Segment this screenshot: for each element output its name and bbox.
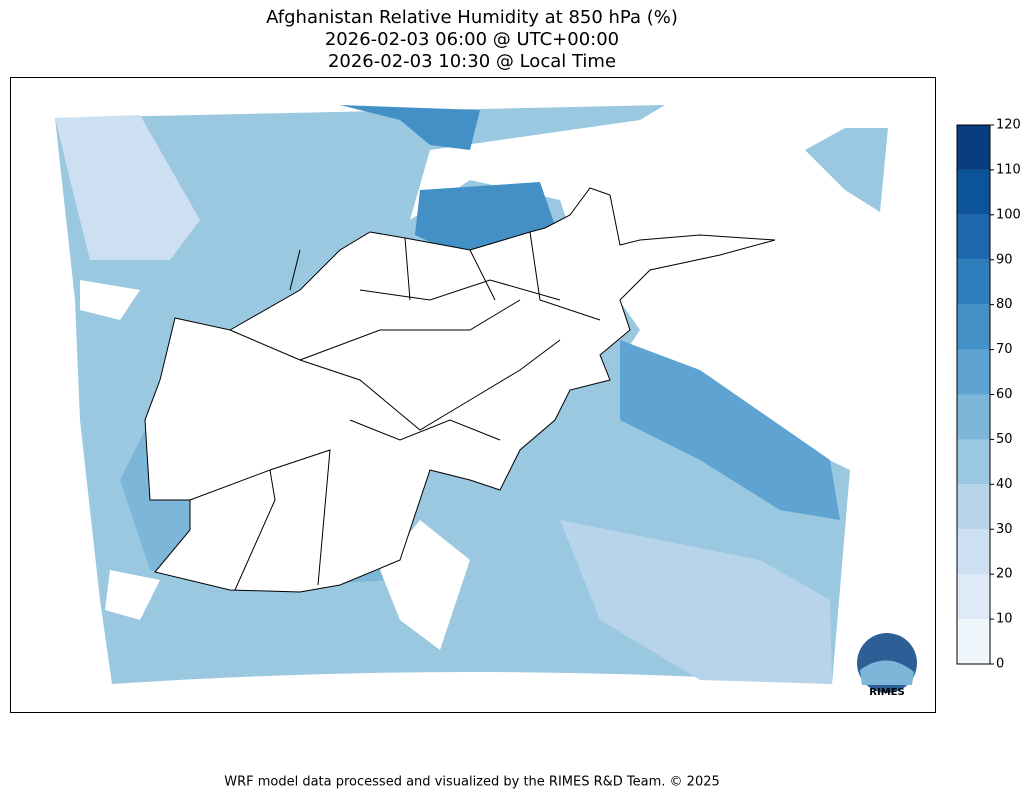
colorbar-segment bbox=[957, 394, 990, 440]
colorbar-segment bbox=[957, 304, 990, 350]
colorbar-tick-label: 120 bbox=[996, 118, 1021, 133]
colorbar-tick-label: 60 bbox=[996, 387, 1013, 402]
colorbar-segment bbox=[957, 484, 990, 530]
colorbar-segment bbox=[957, 439, 990, 485]
colorbar-tick-label: 80 bbox=[996, 297, 1013, 312]
humidity-field bbox=[620, 340, 840, 520]
colorbar-segment bbox=[957, 574, 990, 620]
logo-text: RIMES bbox=[869, 687, 904, 698]
colorbar: 0 10 20 30 40 50 60 70 80 90 100 110 120 bbox=[956, 118, 1021, 672]
humidity-field bbox=[340, 105, 480, 150]
colorbar-tick-label: 50 bbox=[996, 432, 1013, 447]
colorbar-segment bbox=[957, 529, 990, 575]
colorbar-segment bbox=[957, 214, 990, 260]
footer: WRF model data processed and visualized … bbox=[224, 775, 720, 790]
map: RIMES bbox=[10, 77, 936, 713]
humidity-field bbox=[560, 520, 832, 684]
logo: RIMES bbox=[857, 633, 917, 698]
colorbar-segment bbox=[957, 169, 990, 215]
dry-area bbox=[80, 280, 470, 650]
humidity-field bbox=[805, 128, 888, 212]
colorbar-tick-label: 0 bbox=[996, 657, 1004, 672]
colorbar-tick-label: 70 bbox=[996, 342, 1013, 357]
colorbar-segment bbox=[957, 619, 990, 664]
title-line: 2026-02-03 06:00 @ UTC+00:00 bbox=[325, 29, 619, 50]
title-line: 2026-02-03 10:30 @ Local Time bbox=[328, 51, 616, 72]
colorbar-tick-label: 100 bbox=[996, 207, 1021, 222]
colorbar-segment bbox=[957, 125, 990, 170]
colorbar-segment bbox=[957, 259, 990, 305]
province-boundaries bbox=[189, 231, 601, 591]
title-line: Afghanistan Relative Humidity at 850 hPa… bbox=[266, 7, 678, 28]
colorbar-tick-label: 110 bbox=[996, 162, 1021, 177]
colorbar-tick-label: 30 bbox=[996, 522, 1013, 537]
colorbar-tick-label: 40 bbox=[996, 477, 1013, 492]
afghanistan-provinces bbox=[144, 187, 776, 593]
colorbar-segment bbox=[957, 349, 990, 395]
colorbar-tick-label: 90 bbox=[996, 252, 1013, 267]
colorbar-tick-label: 10 bbox=[996, 612, 1013, 627]
colorbar-tick-label: 20 bbox=[996, 567, 1013, 582]
humidity-field bbox=[55, 115, 200, 260]
